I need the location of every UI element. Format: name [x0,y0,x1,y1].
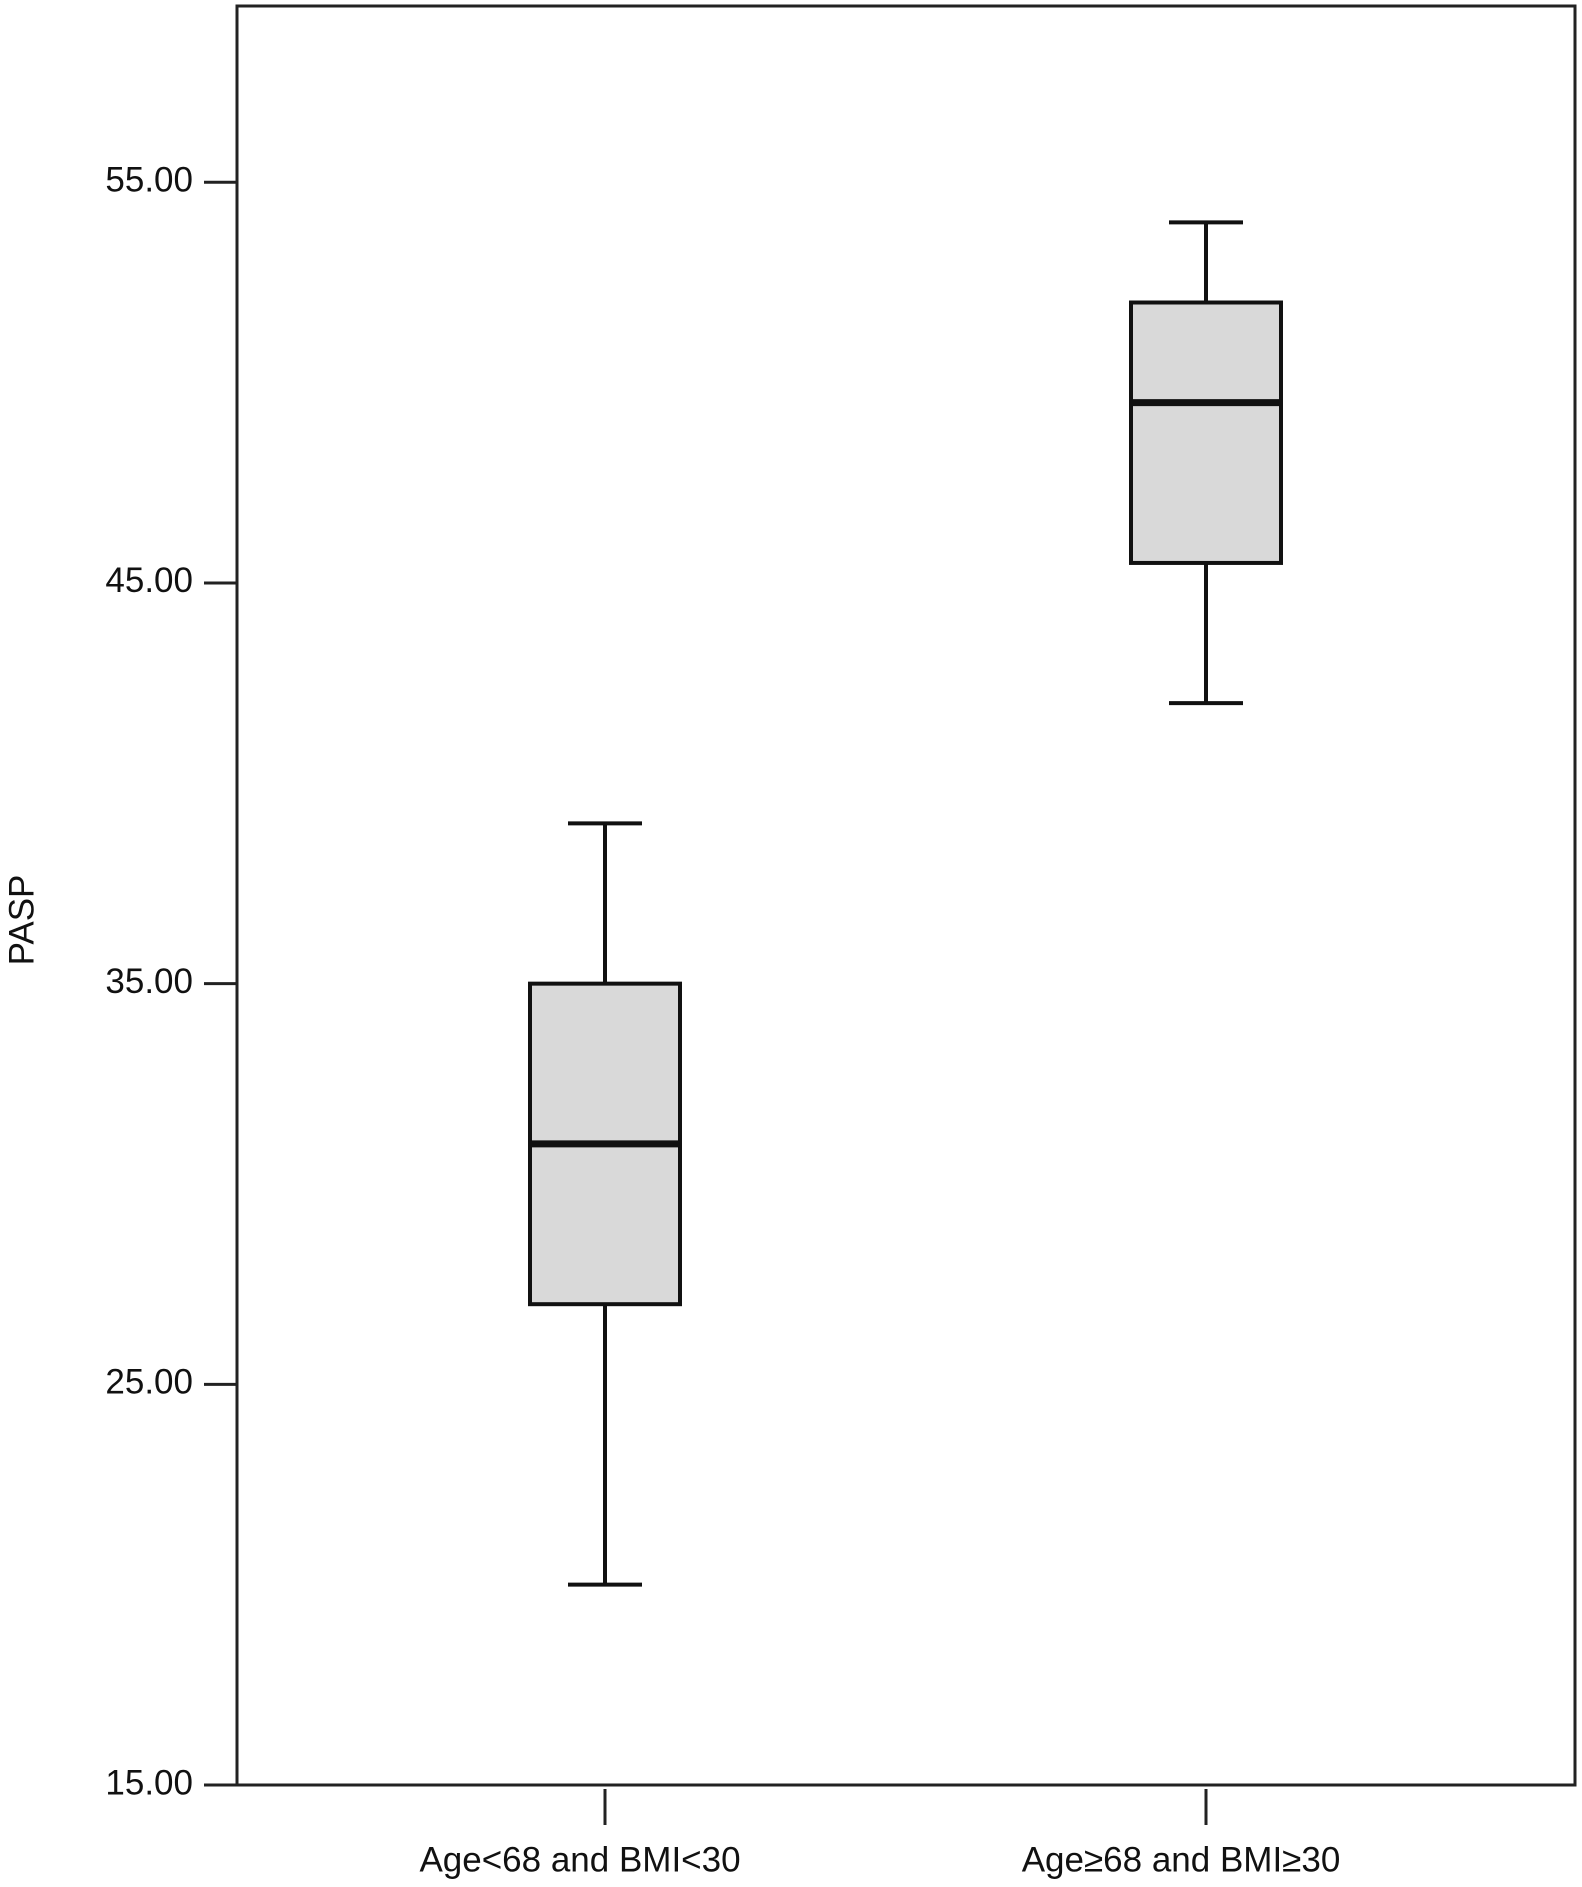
plot-frame [235,4,1577,1787]
y-tick-label: 55.00 [105,161,193,200]
y-tick-label: 45.00 [105,561,193,600]
x-tick-label: Age≥68 and BMI≥30 [1022,1840,1341,1879]
x-tick-label: Age<68 and BMI<30 [419,1840,740,1879]
y-tick-label: 35.00 [105,962,193,1001]
box [1129,300,1283,565]
y-tick-label: 25.00 [105,1363,193,1402]
y-tick-label: 15.00 [105,1763,193,1802]
y-axis-label: PASP [2,875,41,966]
